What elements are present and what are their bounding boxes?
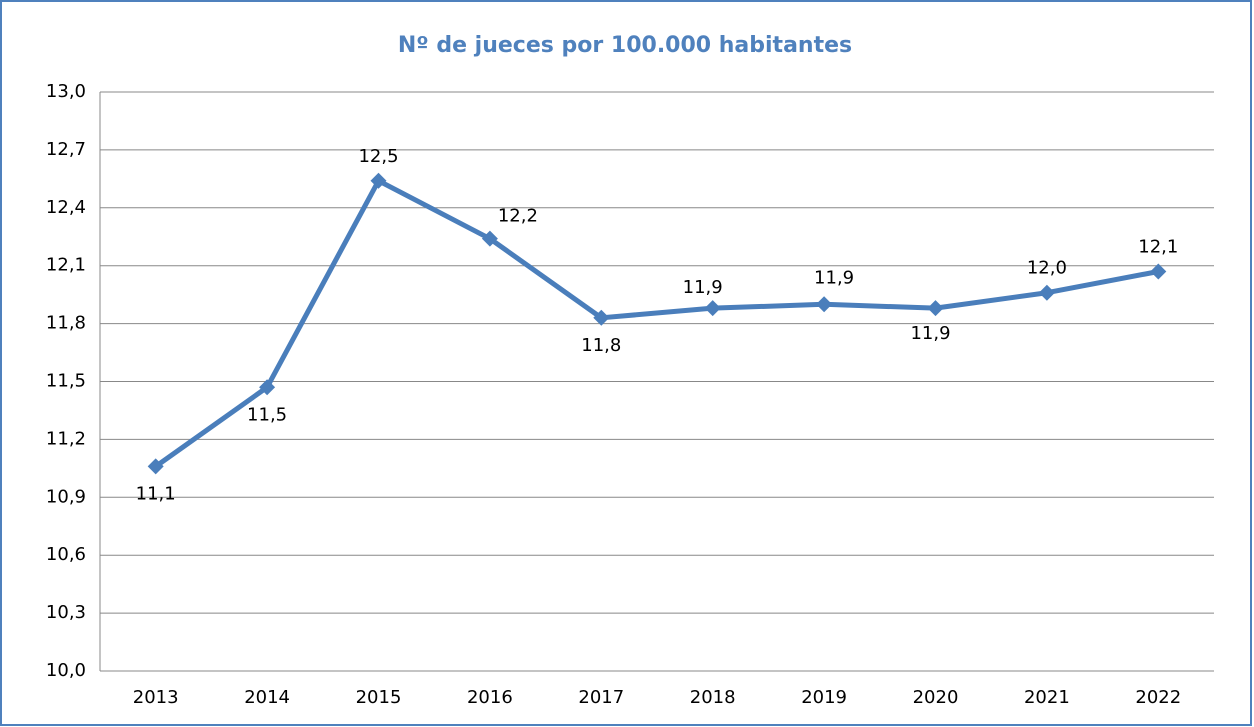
data-label: 11,9 <box>814 267 854 288</box>
line <box>154 178 1159 469</box>
y-tick-label: 12,1 <box>46 255 86 276</box>
x-tick-label: 2015 <box>356 687 402 708</box>
x-tick-label: 2019 <box>801 687 847 708</box>
y-tick-label: 10,0 <box>46 660 86 681</box>
marker <box>1038 284 1055 301</box>
data-label: 11,5 <box>247 404 287 425</box>
x-tick-label: 2018 <box>690 687 736 708</box>
x-tick-label: 2022 <box>1135 687 1181 708</box>
data-label: 11,9 <box>910 323 950 344</box>
y-tick-label: 11,2 <box>46 428 86 449</box>
marker <box>370 172 387 189</box>
marker <box>147 458 164 475</box>
x-tick-label: 2020 <box>913 687 959 708</box>
y-tick-label: 10,9 <box>46 486 86 507</box>
y-tick-label: 10,6 <box>46 544 86 565</box>
marker <box>816 296 833 313</box>
marker <box>259 379 276 396</box>
data-label: 12,5 <box>358 146 398 167</box>
data-label: 12,1 <box>1138 236 1178 257</box>
y-tick-label: 11,8 <box>46 313 86 334</box>
marker <box>927 300 944 317</box>
marker <box>1150 263 1167 280</box>
data-label: 11,1 <box>136 483 176 504</box>
x-tick-label: 2014 <box>244 687 290 708</box>
y-tick-label: 12,7 <box>46 139 86 160</box>
marker <box>704 300 721 317</box>
marker <box>481 230 498 247</box>
data-label: 11,8 <box>581 335 621 356</box>
y-tick-label: 12,4 <box>46 197 86 218</box>
data-label: 12,2 <box>498 206 538 227</box>
marker <box>593 309 610 326</box>
x-tick-label: 2013 <box>133 687 179 708</box>
x-tick-label: 2021 <box>1024 687 1070 708</box>
x-tick-label: 2016 <box>467 687 513 708</box>
x-tick-label: 2017 <box>578 687 624 708</box>
chart-title: Nº de jueces por 100.000 habitantes <box>398 33 852 58</box>
y-tick-label: 11,5 <box>46 371 86 392</box>
data-label: 11,9 <box>683 277 723 298</box>
y-tick-label: 10,3 <box>46 602 86 623</box>
y-tick-label: 13,0 <box>46 81 86 102</box>
data-label: 12,0 <box>1027 258 1067 279</box>
